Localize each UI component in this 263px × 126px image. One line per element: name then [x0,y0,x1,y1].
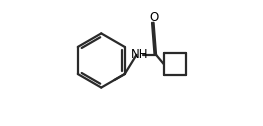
Text: O: O [149,11,158,24]
Text: NH: NH [131,48,148,61]
